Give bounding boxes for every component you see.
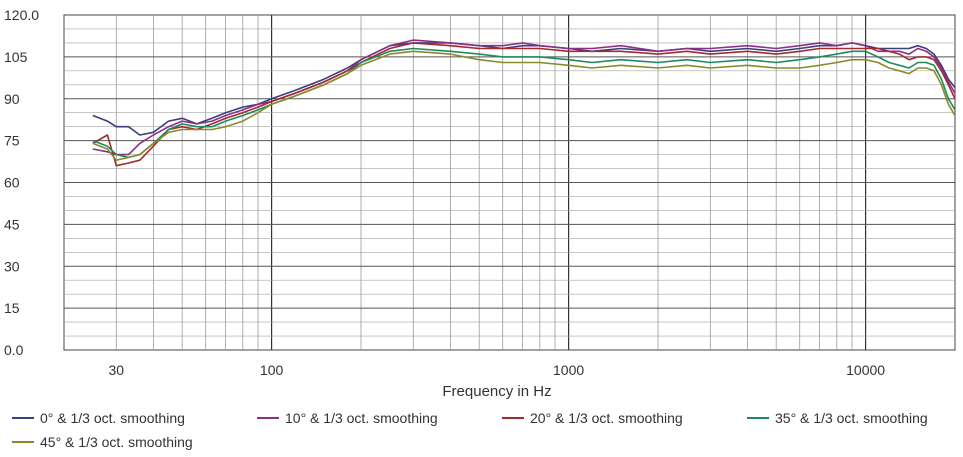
legend-label: 45° & 1/3 oct. smoothing	[40, 434, 193, 450]
legend-swatch	[12, 417, 34, 419]
legend-item: 0° & 1/3 oct. smoothing	[12, 410, 185, 426]
legend-label: 10° & 1/3 oct. smoothing	[285, 410, 438, 426]
x-tick-label: 1000	[553, 362, 584, 378]
y-tick-label: 45	[4, 216, 20, 232]
y-tick-label: 15	[4, 300, 20, 316]
legend-swatch	[747, 417, 769, 419]
x-axis-title: Frequency in Hz	[442, 383, 551, 400]
y-tick-label: 120.0	[4, 7, 39, 23]
x-tick-label: 10000	[846, 362, 885, 378]
series-lines	[92, 39, 955, 167]
x-tick-label: 100	[260, 362, 284, 378]
legend-swatch	[257, 417, 279, 419]
series-line-3	[92, 47, 955, 159]
grid	[63, 14, 956, 351]
y-axis-ticks: 0.0 15 30 45 60 75 90 105 120.0	[4, 7, 39, 358]
series-line-4	[92, 50, 955, 161]
y-tick-label: 90	[4, 91, 20, 107]
legend-label: 0° & 1/3 oct. smoothing	[40, 410, 185, 426]
y-tick-label: 0.0	[4, 342, 24, 358]
y-tick-label: 60	[4, 175, 20, 191]
legend-item: 35° & 1/3 oct. smoothing	[747, 410, 928, 426]
x-axis-ticks: 30 100 1000 10000	[109, 362, 886, 378]
series-line-2	[92, 42, 955, 167]
legend-swatch	[12, 441, 34, 443]
legend-item: 45° & 1/3 oct. smoothing	[12, 434, 193, 450]
legend-swatch	[502, 417, 524, 419]
y-tick-label: 30	[4, 258, 20, 274]
x-tick-label: 30	[109, 362, 125, 378]
legend-item: 20° & 1/3 oct. smoothing	[502, 410, 683, 426]
legend-label: 20° & 1/3 oct. smoothing	[530, 410, 683, 426]
y-tick-label: 75	[4, 133, 20, 149]
legend-label: 35° & 1/3 oct. smoothing	[775, 410, 928, 426]
y-tick-label: 105	[4, 49, 28, 65]
legend-item: 10° & 1/3 oct. smoothing	[257, 410, 438, 426]
